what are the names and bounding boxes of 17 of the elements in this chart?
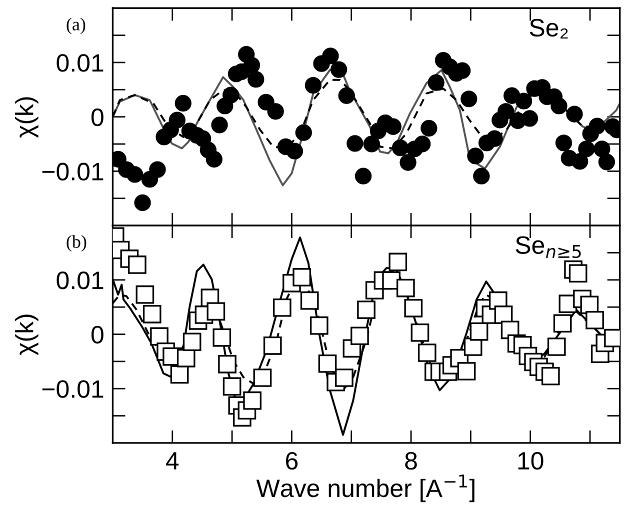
x-tick-label: 4 (166, 452, 179, 470)
y-tick-label: 0 (91, 326, 104, 344)
annotation: Se$_{n≥5}$ (516, 236, 581, 258)
x-tick-label: 10 (518, 452, 544, 470)
text: (b) (66, 235, 86, 252)
x-axis-title: Wave number [A$^{−1}$] (256, 474, 474, 502)
y-tick-label: 0.01 (56, 272, 104, 290)
annotation: Se₂ (530, 18, 568, 38)
y-tick-label: −0.01 (42, 380, 104, 398)
x-tick-label: 8 (405, 452, 417, 470)
y-tick-label: 0.01 (56, 54, 104, 72)
y-axis-title: χ(k) (15, 314, 38, 356)
y-tick-label: 0 (91, 108, 104, 126)
y-axis-title: χ(k) (15, 97, 38, 138)
x-tick-label: 6 (286, 452, 298, 470)
text: (a) (66, 18, 86, 34)
y-tick-label: −0.01 (42, 162, 104, 180)
